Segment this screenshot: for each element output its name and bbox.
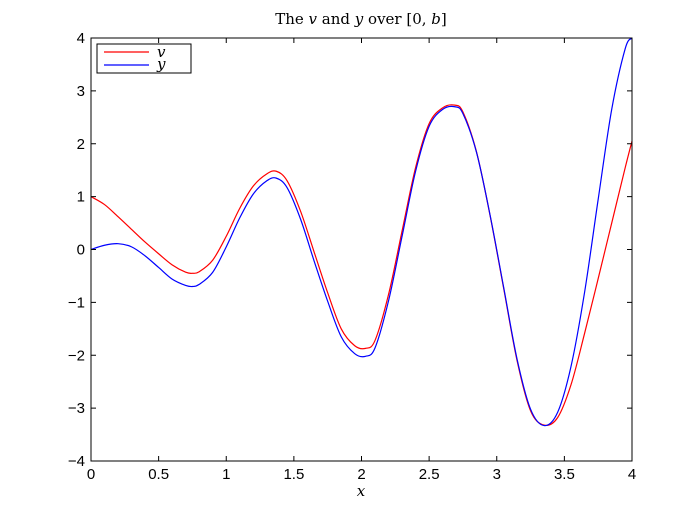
y-tick-label: 1 xyxy=(77,189,85,206)
series-layer xyxy=(90,37,633,427)
y-tick-label: 0 xyxy=(77,242,85,259)
x-tick-label: 4 xyxy=(628,466,636,483)
y-tick-label: 2 xyxy=(77,136,85,153)
x-tick-label: 1 xyxy=(222,466,230,483)
legend-label-v: v xyxy=(157,43,166,61)
legend: v y xyxy=(96,43,192,74)
x-tick-label: 3.5 xyxy=(554,466,575,483)
y-tick-label: −1 xyxy=(68,294,85,311)
legend-box xyxy=(96,43,192,74)
plot-area xyxy=(91,38,632,461)
x-tick-label: 3 xyxy=(493,466,501,483)
chart-title: The v and y over [0, b] xyxy=(275,10,447,28)
x-axis-label: x xyxy=(357,482,366,500)
x-tick-label: 0 xyxy=(87,466,95,483)
y-tick-label: −3 xyxy=(68,400,85,417)
x-tick-label: 2 xyxy=(357,466,365,483)
y-tick-label: 4 xyxy=(77,30,85,47)
y-tick-label: 3 xyxy=(77,83,85,100)
x-tick-label: 1.5 xyxy=(283,466,304,483)
y-tick-label: −2 xyxy=(68,347,85,364)
legend-label-y: y xyxy=(156,55,166,73)
ticks-layer: 0 0.5 1 1.5 2 2.5 3 3.5 4 4 3 2 1 0 −1 −2 −3 −4 xyxy=(68,30,636,483)
x-tick-label: 0.5 xyxy=(148,466,169,483)
x-tick-label: 2.5 xyxy=(419,466,440,483)
series-line-y xyxy=(90,37,633,427)
y-tick-label: −4 xyxy=(68,453,85,470)
